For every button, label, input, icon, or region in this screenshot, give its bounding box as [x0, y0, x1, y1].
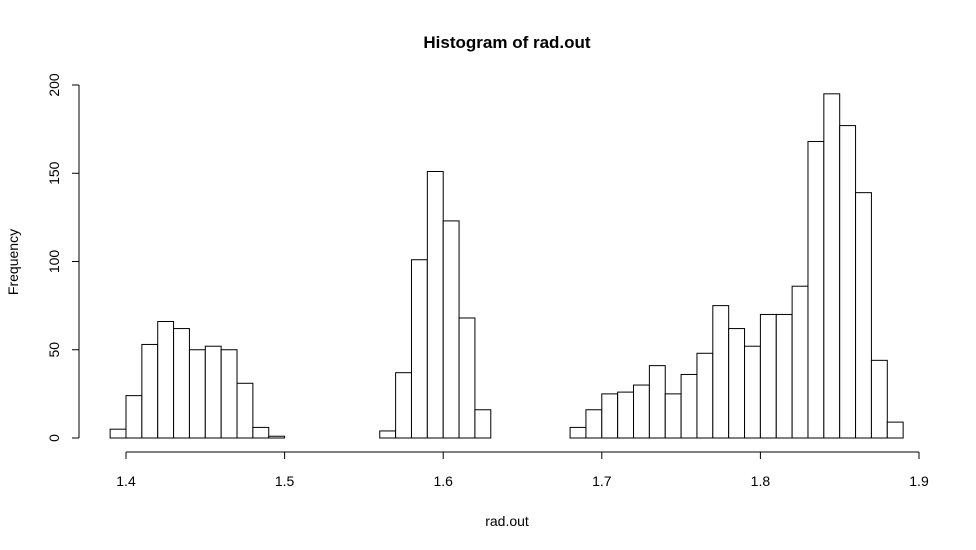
histogram-bar [601, 393, 619, 439]
y-tick-label: 100 [46, 250, 62, 274]
bars-group [109, 93, 904, 439]
histogram-bar [236, 382, 254, 439]
histogram-bar [410, 259, 428, 439]
histogram-bar [173, 328, 190, 439]
histogram-bar [870, 359, 888, 439]
x-tick-label: 1.8 [751, 473, 771, 489]
histogram-bar [807, 140, 825, 439]
histogram-bar [664, 393, 682, 439]
histogram-bar [125, 395, 143, 439]
histogram-bar [379, 430, 397, 439]
histogram-bar [696, 352, 714, 439]
histogram-bar [823, 93, 841, 439]
histogram-bar [204, 345, 222, 439]
histogram-bar [617, 391, 635, 439]
chart-title: Histogram of rad.out [423, 33, 591, 52]
histogram-bar [744, 345, 761, 439]
x-tick-label: 1.6 [433, 473, 453, 489]
histogram-bar [633, 384, 650, 439]
histogram-bar [759, 313, 777, 439]
x-axis-label: rad.out [485, 513, 529, 529]
histogram-bar [268, 435, 286, 439]
y-ticks-group: 0 50 100 150 200 [46, 73, 79, 442]
histogram-bar [855, 192, 872, 439]
histogram-bar [426, 170, 444, 439]
x-ticks-group: 1.4 1.5 1.6 1.7 1.8 1.9 [116, 452, 929, 489]
histogram-bar [109, 428, 127, 439]
x-tick-label: 1.7 [592, 473, 612, 489]
x-tick-label: 1.9 [909, 473, 929, 489]
histogram-bar [458, 317, 476, 439]
histogram-bar [712, 305, 730, 439]
histogram-bar [395, 372, 412, 439]
histogram-bar [728, 328, 746, 439]
histogram-bar [157, 321, 175, 439]
y-axis-label: Frequency [5, 229, 21, 295]
histogram-bar [839, 125, 857, 439]
histogram-bar [442, 220, 460, 439]
y-tick-label: 150 [46, 161, 62, 185]
y-tick-label: 50 [46, 342, 62, 358]
histogram-bar [141, 343, 159, 439]
y-tick-label: 0 [46, 434, 62, 442]
histogram-bar [569, 426, 587, 439]
histogram-bar [252, 426, 270, 439]
histogram-bar [474, 409, 492, 439]
x-tick-label: 1.4 [116, 473, 136, 489]
histogram-bar [791, 285, 809, 439]
histogram-bar [188, 349, 206, 439]
histogram-bar [648, 365, 666, 439]
histogram-bar [886, 421, 904, 439]
x-tick-label: 1.5 [275, 473, 295, 489]
y-tick-label: 200 [46, 73, 62, 97]
histogram-bar [220, 349, 238, 439]
histogram-bar [680, 373, 698, 439]
histogram-bar [585, 409, 603, 439]
histogram-bar [775, 313, 793, 439]
